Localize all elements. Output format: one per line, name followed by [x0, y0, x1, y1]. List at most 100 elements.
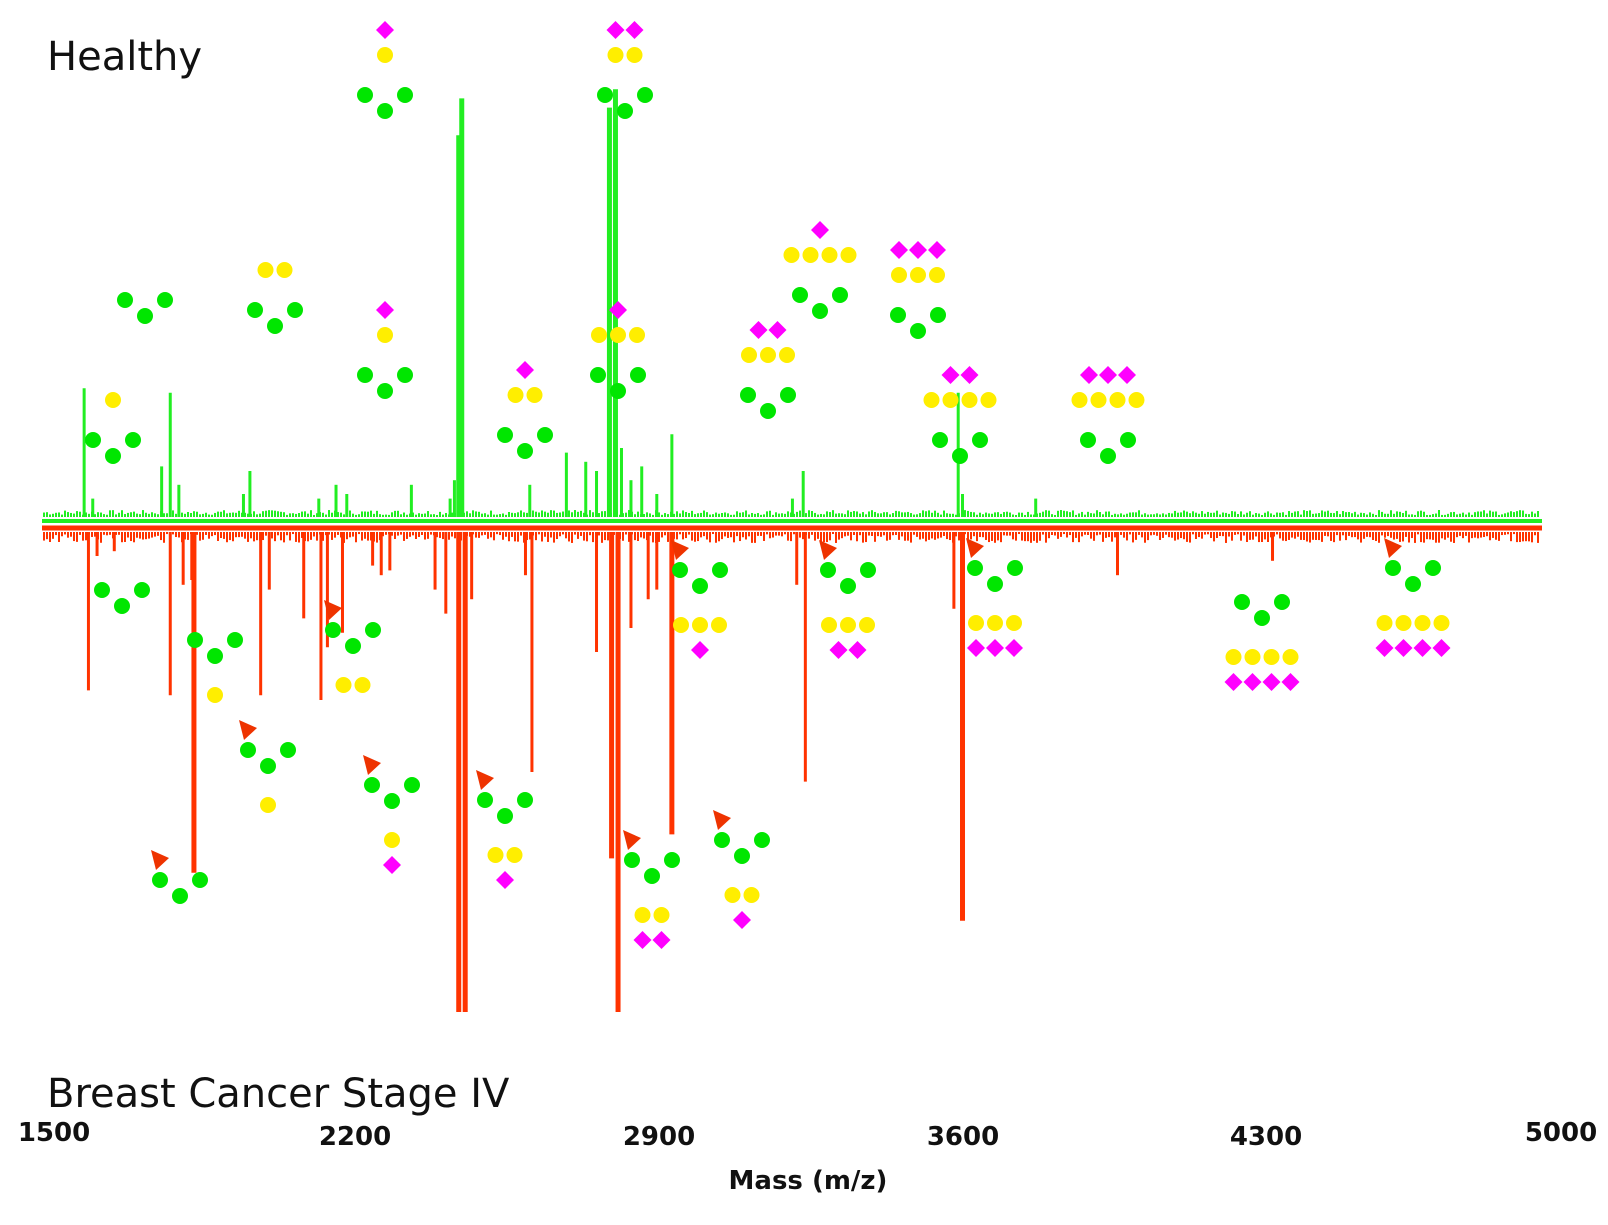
sialic-acid-icon — [1262, 673, 1281, 691]
glcnac-icon — [792, 287, 808, 303]
galactose-icon — [840, 617, 856, 633]
galactose-icon — [923, 392, 940, 408]
glcnac-icon — [537, 427, 553, 443]
sialic-acid-icon — [376, 301, 394, 319]
glcnac-icon — [1080, 432, 1096, 448]
glcnac-icon — [477, 792, 493, 808]
glcnac-icon — [137, 308, 153, 324]
glcnac-icon — [1274, 594, 1290, 610]
glcnac-icon — [152, 872, 168, 888]
tick-label-4300: 4300 — [1230, 1122, 1302, 1152]
galactose-icon — [961, 392, 978, 408]
glcnac-icon — [840, 578, 856, 594]
galactose-icon — [783, 247, 800, 263]
glcnac-icon — [384, 793, 400, 809]
sialic-acid-icon — [829, 641, 848, 659]
galactose-icon — [377, 327, 393, 343]
healthy-panel-label: Healthy — [47, 34, 202, 80]
sialic-acid-icon — [1432, 639, 1451, 657]
glcnac-icon — [85, 432, 101, 448]
glcnac-icon — [114, 598, 130, 614]
glcnac-icon — [172, 888, 188, 904]
fucose-icon — [151, 850, 169, 870]
glcnac-icon — [1405, 576, 1421, 592]
fucose-icon — [239, 720, 257, 740]
sialic-acid-icon — [941, 366, 960, 384]
glcnac-icon — [377, 103, 393, 119]
glcnac-icon — [240, 742, 256, 758]
glcnac-icon — [812, 303, 828, 319]
galactose-icon — [377, 47, 393, 63]
galactose-icon — [335, 677, 352, 693]
sialic-acid-icon — [606, 21, 625, 39]
galactose-icon — [105, 392, 121, 408]
glcnac-icon — [1234, 594, 1250, 610]
glcnac-icon — [1385, 560, 1401, 576]
glcnac-icon — [760, 403, 776, 419]
glcnac-icon — [1120, 432, 1136, 448]
galactose-icon — [207, 687, 223, 703]
glcnac-icon — [644, 868, 660, 884]
sialic-acid-icon — [1080, 366, 1098, 384]
glcnac-icon — [754, 832, 770, 848]
sialic-acid-icon — [890, 241, 908, 259]
tick-label-2200: 2200 — [319, 1122, 391, 1152]
galactose-icon — [1263, 649, 1280, 665]
sialic-acid-icon — [749, 321, 768, 339]
glcnac-icon — [377, 383, 393, 399]
glcnac-icon — [187, 632, 203, 648]
sialic-acid-icon — [986, 639, 1004, 657]
sialic-acid-icon — [516, 361, 534, 379]
fucose-icon — [476, 770, 494, 790]
glcnac-icon — [617, 103, 633, 119]
galactose-icon — [610, 327, 626, 343]
glcnac-icon — [1254, 610, 1270, 626]
galactose-icon — [692, 617, 708, 633]
galactose-icon — [591, 327, 607, 343]
galactose-icon — [1109, 392, 1126, 408]
fucose-icon — [966, 538, 984, 558]
glcnac-icon — [1007, 560, 1023, 576]
glcnac-icon — [740, 387, 756, 403]
glcnac-icon — [832, 287, 848, 303]
glcnac-icon — [325, 622, 341, 638]
glcnac-icon — [157, 292, 173, 308]
glcnac-icon — [517, 443, 533, 459]
fucose-icon — [623, 830, 641, 850]
sialic-acid-icon — [1118, 366, 1136, 384]
sialic-acid-icon — [1375, 639, 1394, 657]
sialic-acid-icon — [376, 21, 394, 39]
galactose-icon — [276, 262, 293, 278]
sialic-acid-icon — [1224, 673, 1243, 691]
galactose-icon — [929, 267, 945, 283]
galactose-icon — [653, 907, 670, 923]
glcnac-icon — [357, 87, 373, 103]
tick-label-3600: 3600 — [927, 1122, 999, 1152]
glcnac-icon — [1100, 448, 1116, 464]
glcnac-icon — [590, 367, 606, 383]
glcnac-icon — [712, 562, 728, 578]
glcnac-icon — [967, 560, 983, 576]
galactose-icon — [526, 387, 543, 403]
x-axis-title: Mass (m/z) — [729, 1166, 888, 1196]
glcnac-icon — [94, 582, 110, 598]
glcnac-icon — [134, 582, 150, 598]
glcnac-icon — [664, 852, 680, 868]
galactose-icon — [724, 887, 741, 903]
sialic-acid-icon — [768, 321, 787, 339]
galactose-icon — [743, 887, 760, 903]
glcnac-icon — [404, 777, 420, 793]
galactose-icon — [942, 392, 959, 408]
glcnac-icon — [117, 292, 133, 308]
galactose-icon — [1071, 392, 1088, 408]
glcnac-icon — [932, 432, 948, 448]
tick-label-2900: 2900 — [623, 1122, 695, 1152]
galactose-icon — [1006, 615, 1022, 631]
sialic-acid-icon — [811, 221, 829, 239]
sialic-acid-icon — [909, 241, 927, 259]
galactose-icon — [910, 267, 926, 283]
x-axis-ticks: 1500 2200 2900 3600 4300 5000 — [18, 1118, 1597, 1152]
galactose-icon — [384, 832, 400, 848]
glcnac-icon — [227, 632, 243, 648]
galactose-icon — [487, 847, 504, 863]
